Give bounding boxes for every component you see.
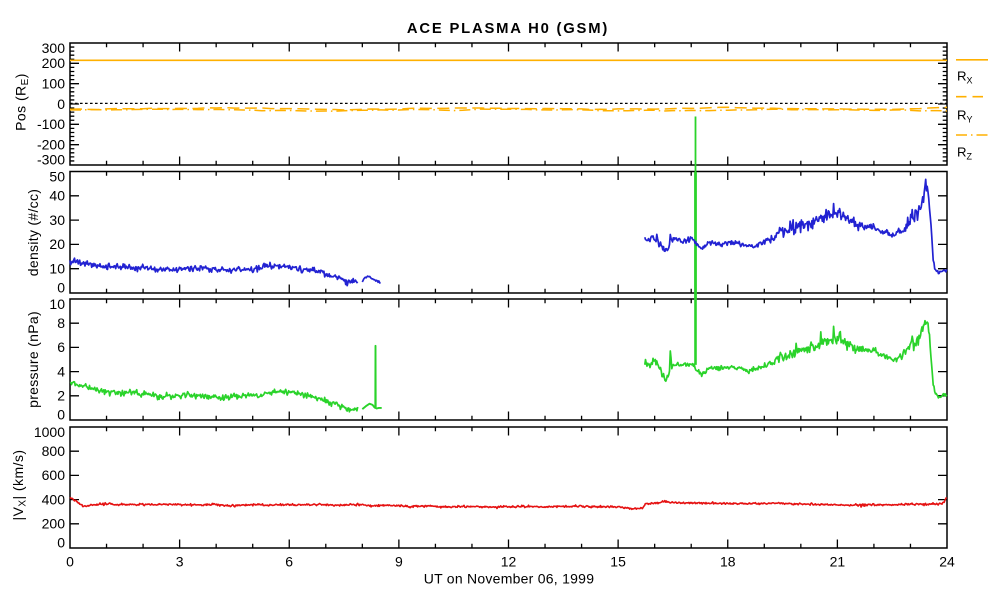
svg-text:0: 0 <box>57 96 65 112</box>
svg-text:3: 3 <box>176 554 184 570</box>
svg-text:50: 50 <box>49 168 65 184</box>
svg-text:-100: -100 <box>37 116 65 132</box>
svg-text:2: 2 <box>57 388 65 404</box>
svg-text:0: 0 <box>57 406 65 422</box>
svg-text:|VX| (km/s): |VX| (km/s) <box>10 449 29 520</box>
svg-text:ACE PLASMA H0 (GSM): ACE PLASMA H0 (GSM) <box>407 21 609 37</box>
svg-text:-200: -200 <box>37 137 65 153</box>
svg-text:pressure (nPa): pressure (nPa) <box>25 311 41 408</box>
svg-text:0: 0 <box>66 554 74 570</box>
svg-text:-300: -300 <box>37 151 65 167</box>
svg-text:40: 40 <box>49 188 65 204</box>
svg-text:18: 18 <box>720 554 736 570</box>
svg-text:600: 600 <box>42 467 66 483</box>
svg-text:400: 400 <box>42 491 66 507</box>
svg-text:10: 10 <box>49 296 65 312</box>
svg-text:10: 10 <box>49 261 65 277</box>
svg-text:300: 300 <box>42 40 66 56</box>
svg-text:100: 100 <box>42 76 66 92</box>
svg-text:6: 6 <box>285 554 293 570</box>
svg-text:UT on November 06, 1999: UT on November 06, 1999 <box>424 571 594 587</box>
svg-text:density (#/cc): density (#/cc) <box>25 189 41 276</box>
svg-text:1000: 1000 <box>34 424 65 440</box>
svg-text:0: 0 <box>57 279 65 295</box>
svg-text:12: 12 <box>501 554 517 570</box>
svg-text:200: 200 <box>42 55 66 71</box>
svg-text:6: 6 <box>57 339 65 355</box>
svg-text:8: 8 <box>57 315 65 331</box>
svg-text:9: 9 <box>395 554 403 570</box>
svg-text:15: 15 <box>610 554 626 570</box>
svg-text:4: 4 <box>57 363 65 379</box>
svg-text:30: 30 <box>49 212 65 228</box>
svg-text:0: 0 <box>57 534 65 550</box>
svg-text:24: 24 <box>939 554 955 570</box>
svg-text:20: 20 <box>49 236 65 252</box>
svg-text:Pos (RE): Pos (RE) <box>13 73 32 131</box>
svg-text:200: 200 <box>42 516 66 532</box>
svg-text:800: 800 <box>42 443 66 459</box>
svg-text:21: 21 <box>830 554 846 570</box>
